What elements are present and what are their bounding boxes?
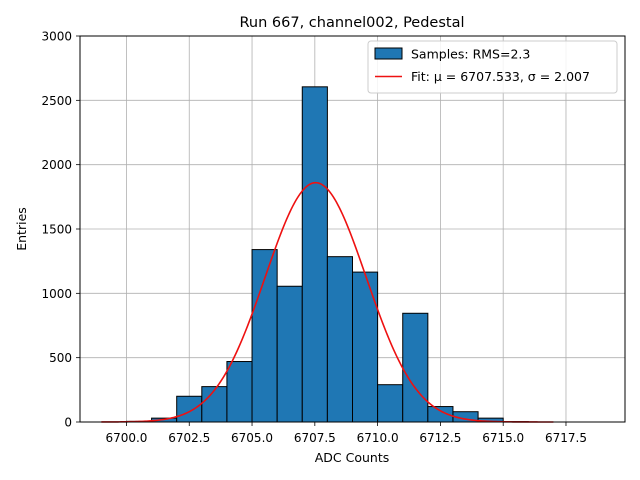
y-tick-label: 1000 bbox=[41, 287, 72, 301]
y-axis-label: Entries bbox=[14, 207, 29, 251]
x-tick-label: 6707.5 bbox=[294, 431, 336, 445]
legend-samples-swatch bbox=[374, 47, 403, 60]
histogram-bar bbox=[276, 285, 303, 423]
histogram-bar bbox=[352, 271, 379, 423]
y-tick-label: 2500 bbox=[41, 94, 72, 108]
histogram-bar bbox=[176, 395, 203, 423]
histogram-bar bbox=[301, 86, 328, 423]
y-tick-label: 500 bbox=[49, 351, 72, 365]
histogram-bar bbox=[201, 386, 228, 423]
x-axis-ticks: 6700.0 6702.5 6705.0 6707.5 6710.0 6712.5 6715… bbox=[105, 422, 587, 445]
y-axis-ticks: 0 500 1000 1500 2000 2500 3000 bbox=[41, 30, 80, 430]
x-tick-label: 6712.5 bbox=[419, 431, 461, 445]
x-tick-label: 6705.0 bbox=[231, 431, 273, 445]
fit-curve bbox=[101, 181, 554, 423]
histogram-bar bbox=[377, 384, 404, 423]
histogram-bar bbox=[326, 256, 354, 423]
x-tick-label: 6702.5 bbox=[168, 431, 210, 445]
legend: Samples: RMS=2.3 Fit: μ = 6707.533, σ = … bbox=[367, 40, 618, 94]
y-tick-label: 2000 bbox=[41, 158, 72, 172]
x-tick-label: 6700.0 bbox=[105, 431, 147, 445]
histogram-bar bbox=[402, 312, 429, 423]
legend-box bbox=[367, 40, 618, 94]
histogram-bars bbox=[125, 86, 529, 423]
legend-fit-label: Fit: μ = 6707.533, σ = 2.007 bbox=[411, 69, 590, 84]
x-axis-label: ADC Counts bbox=[315, 450, 390, 465]
histogram-bar bbox=[226, 361, 253, 423]
y-tick-label: 1500 bbox=[41, 223, 72, 237]
chart-title: Run 667, channel002, Pedestal bbox=[239, 15, 464, 31]
legend-samples-label: Samples: RMS=2.3 bbox=[411, 47, 530, 62]
x-tick-label: 6710.0 bbox=[357, 431, 399, 445]
y-tick-label: 3000 bbox=[41, 30, 72, 44]
x-tick-label: 6715.0 bbox=[482, 431, 524, 445]
y-tick-label: 0 bbox=[64, 416, 72, 430]
histogram-bar bbox=[251, 249, 278, 423]
x-tick-label: 6717.5 bbox=[545, 431, 587, 445]
